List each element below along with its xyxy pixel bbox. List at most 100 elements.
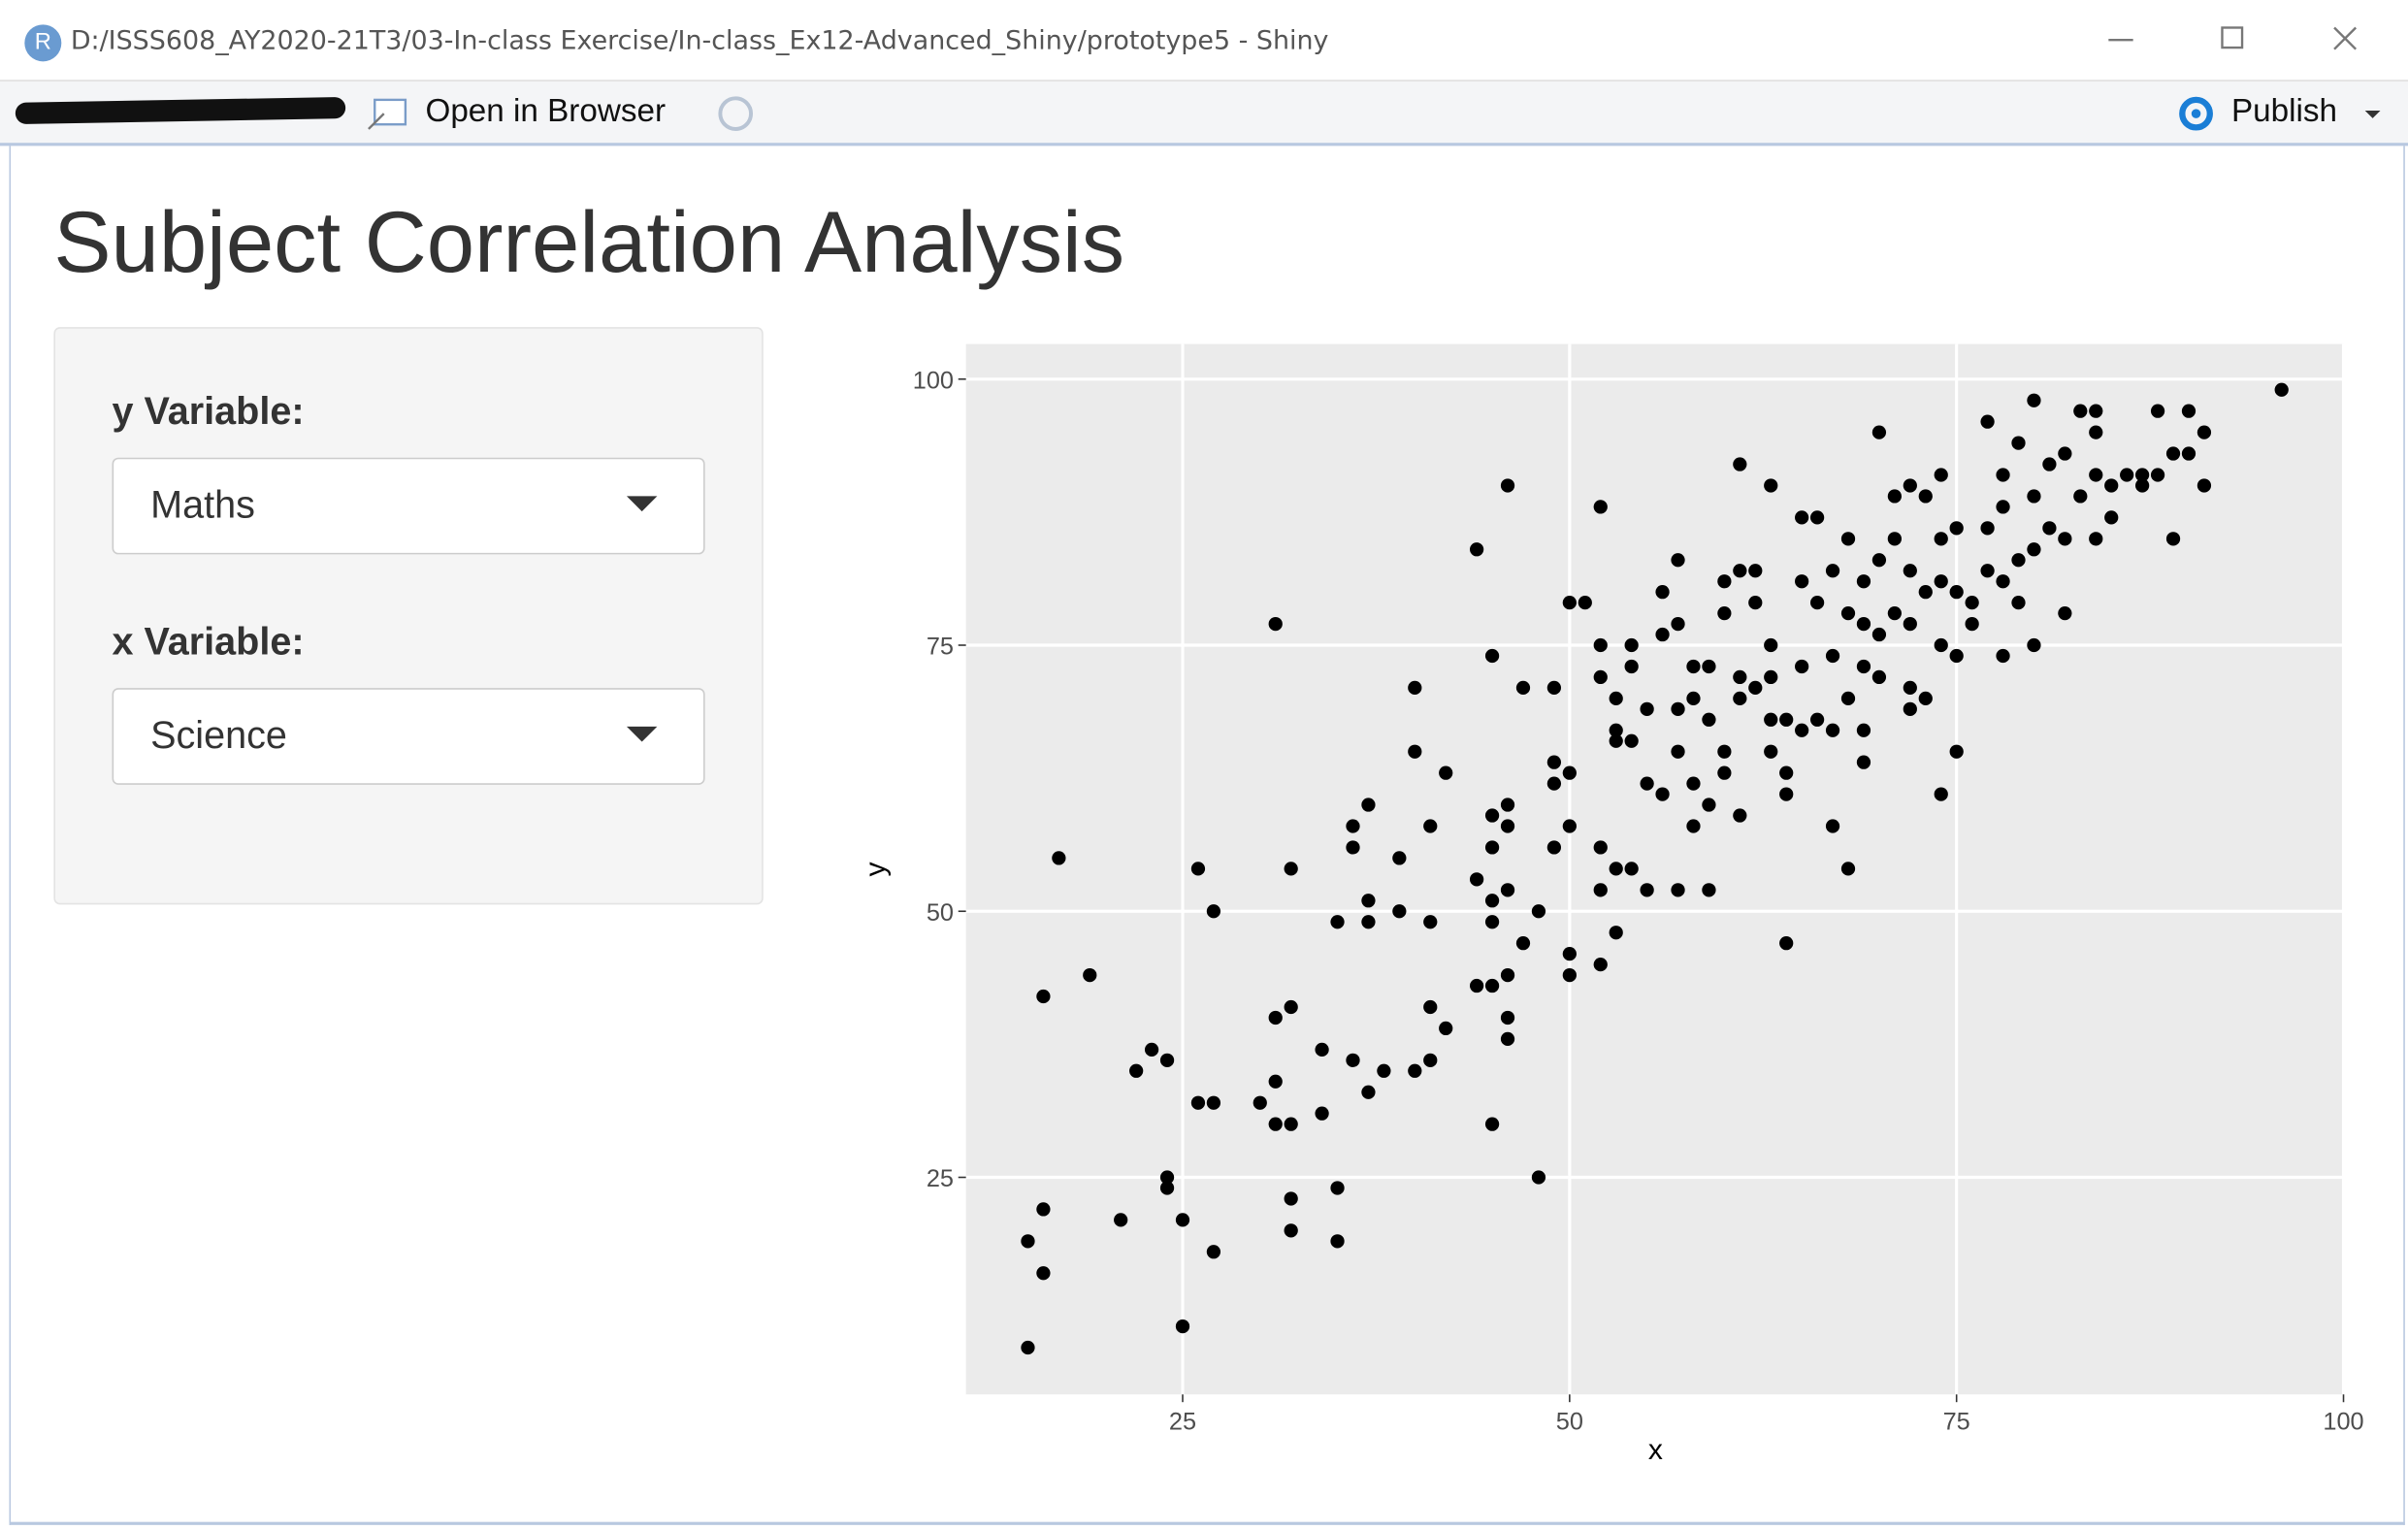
data-point	[1903, 478, 1917, 493]
publish-dropdown[interactable]	[2362, 106, 2384, 121]
plot-panel	[965, 343, 2344, 1395]
data-point	[2011, 436, 2026, 450]
data-point	[1268, 1010, 1283, 1025]
data-point	[1903, 701, 1917, 716]
x-tick-label: 25	[1169, 1409, 1196, 1436]
data-point	[1671, 553, 1685, 568]
data-point	[1500, 798, 1515, 812]
data-point	[1392, 904, 1407, 919]
data-point	[1423, 1053, 1438, 1067]
data-point	[1083, 967, 1097, 983]
refresh-button[interactable]	[714, 92, 757, 135]
data-point	[1609, 723, 1623, 737]
app-area: Subject Correlation Analysis y Variable:…	[9, 146, 2405, 1525]
open-browser-icon[interactable]	[366, 95, 408, 132]
data-point	[1129, 1063, 1144, 1078]
data-point	[2120, 468, 2134, 482]
data-point	[2274, 382, 2289, 397]
data-point	[1562, 819, 1577, 833]
data-point	[1593, 669, 1608, 685]
data-point	[1469, 978, 1484, 993]
data-point	[1515, 936, 1531, 951]
data-point	[1779, 936, 1794, 951]
data-point	[1052, 851, 1066, 865]
dropdown-arrow	[626, 496, 658, 512]
data-point	[2073, 404, 2088, 418]
data-point	[1825, 648, 1840, 664]
data-point	[1114, 1213, 1128, 1227]
data-point	[1934, 532, 1948, 546]
data-point	[1562, 967, 1577, 983]
data-point	[1484, 894, 1500, 908]
minimize-button[interactable]	[2104, 21, 2138, 55]
data-point	[1144, 1042, 1159, 1057]
data-point	[2058, 605, 2072, 621]
data-point	[1640, 776, 1654, 791]
data-point	[1871, 425, 1887, 439]
data-point	[1021, 1234, 1035, 1249]
data-point	[1469, 872, 1484, 887]
data-point	[2027, 637, 2041, 653]
data-point	[1918, 585, 1933, 600]
scatter-chart: x y 25 50 75 100 25 50 75 100	[860, 343, 2364, 1466]
data-point	[1593, 840, 1608, 855]
data-point	[2196, 425, 2212, 439]
data-point	[2089, 532, 2103, 546]
data-point	[2135, 478, 2150, 493]
open-in-browser-button[interactable]: Open in Browser	[425, 93, 667, 129]
data-point	[1268, 1117, 1283, 1131]
data-point	[1315, 1106, 1329, 1121]
data-point	[1887, 532, 1902, 546]
data-point	[1268, 616, 1283, 632]
data-point	[1609, 691, 1623, 705]
data-point	[1346, 819, 1360, 833]
data-point	[1469, 542, 1484, 557]
data-point	[2042, 457, 2057, 472]
data-point	[1315, 1042, 1329, 1057]
publish-icon[interactable]	[2170, 94, 2223, 134]
data-point	[1655, 627, 1670, 642]
data-point	[2165, 532, 2181, 546]
publish-button[interactable]: Publish	[2230, 93, 2338, 129]
close-button[interactable]	[2328, 21, 2362, 55]
data-point	[1546, 840, 1562, 855]
data-point	[1702, 712, 1716, 727]
data-point	[1934, 574, 1948, 589]
data-point	[1439, 765, 1453, 780]
data-point	[2165, 446, 2181, 461]
x-tick-label: 50	[1556, 1409, 1583, 1436]
data-point	[1562, 596, 1577, 610]
data-point	[1284, 1117, 1298, 1131]
data-point	[1949, 585, 1964, 600]
x-variable-value: Science	[150, 714, 287, 758]
data-point	[1484, 840, 1500, 855]
data-point	[1733, 564, 1747, 578]
data-point	[1717, 605, 1732, 621]
toolbar: Open in Browser Publish	[0, 81, 2408, 146]
y-variable-select[interactable]: Maths	[112, 457, 705, 555]
data-point	[1856, 616, 1871, 632]
data-point	[1562, 947, 1577, 961]
data-point	[1640, 701, 1654, 716]
data-point	[1918, 489, 1933, 504]
data-point	[1036, 1202, 1051, 1217]
data-point	[1840, 862, 1856, 876]
y-tick-label: 100	[913, 367, 954, 394]
maximize-button[interactable]	[2216, 21, 2250, 55]
data-point	[1159, 1170, 1175, 1185]
data-point	[1423, 915, 1438, 929]
data-point	[1779, 712, 1794, 727]
data-point	[2089, 404, 2103, 418]
data-point	[1671, 616, 1685, 632]
data-point	[1686, 819, 1701, 833]
data-point	[1887, 605, 1902, 621]
data-point	[2150, 468, 2165, 482]
x-variable-select[interactable]: Science	[112, 688, 705, 785]
data-point	[1856, 574, 1871, 589]
y-variable-value: Maths	[150, 483, 255, 527]
data-point	[1268, 1074, 1283, 1089]
data-point	[1733, 808, 1747, 823]
data-point	[2027, 542, 2041, 557]
data-point	[1840, 691, 1856, 705]
data-point	[1206, 1245, 1221, 1259]
